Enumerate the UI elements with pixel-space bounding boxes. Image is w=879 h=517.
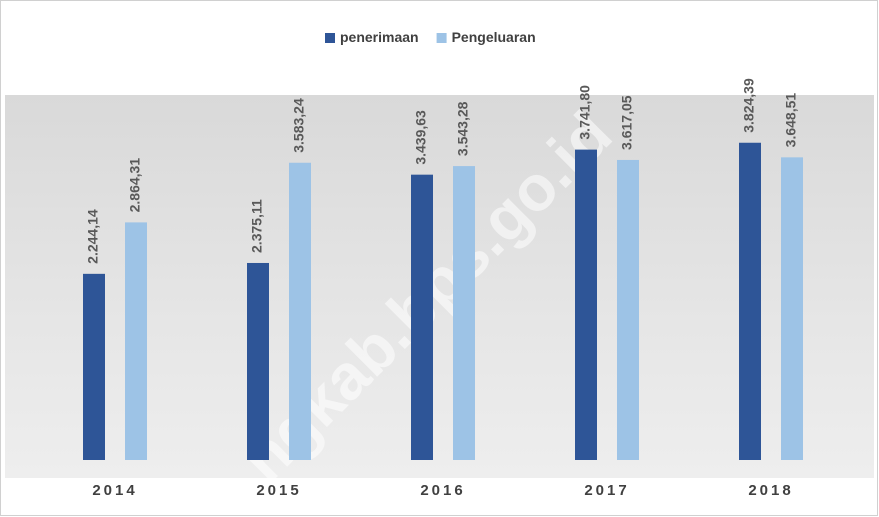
bar	[83, 274, 105, 460]
value-label: 2.864,31	[127, 158, 143, 213]
bar	[575, 150, 597, 460]
value-label: 3.741,80	[577, 85, 593, 140]
value-label: 3.543,28	[455, 101, 471, 156]
page: ngkab.bps.go.id penerimaanPengeluaran201…	[0, 0, 879, 517]
value-label: 2.244,14	[85, 209, 101, 264]
value-label: 3.617,05	[619, 95, 635, 150]
value-label: 3.648,51	[783, 93, 799, 148]
bar	[125, 222, 147, 460]
x-tick-label: 2017	[584, 482, 629, 499]
value-label: 2.375,11	[249, 199, 265, 253]
legend-swatch	[325, 33, 335, 43]
x-tick-label: 2015	[256, 482, 301, 499]
chart: ngkab.bps.go.id penerimaanPengeluaran201…	[0, 0, 879, 517]
value-label: 3.824,39	[741, 78, 757, 133]
bar	[411, 175, 433, 460]
legend-label: penerimaan	[340, 29, 419, 45]
bar	[289, 163, 311, 460]
bar	[247, 263, 269, 460]
x-tick-label: 2014	[92, 482, 137, 499]
x-tick-label: 2016	[420, 482, 465, 499]
bar	[617, 160, 639, 460]
x-tick-label: 2018	[748, 482, 793, 499]
bar	[781, 157, 803, 460]
value-label: 3.439,63	[413, 110, 429, 165]
value-label: 3.583,24	[291, 98, 307, 153]
legend-swatch	[437, 33, 447, 43]
bar	[739, 143, 761, 460]
bar	[453, 166, 475, 460]
legend-label: Pengeluaran	[452, 29, 536, 45]
